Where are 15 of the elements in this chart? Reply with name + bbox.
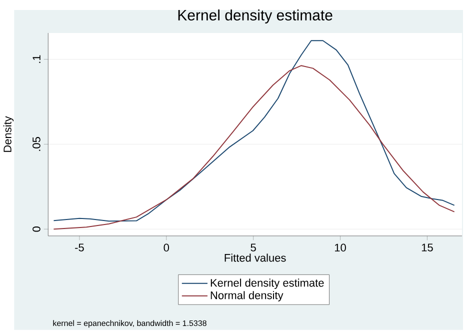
x-tick-label: 10 — [334, 244, 346, 252]
x-tick-label: 5 — [250, 244, 256, 252]
x-tick-label: 15 — [422, 244, 433, 252]
chart-title: Kernel density estimate — [178, 10, 332, 24]
y-tick-label: .05 — [32, 137, 40, 151]
x-axis-title: Fitted values — [224, 254, 286, 262]
x-tick-label: 0 — [164, 244, 170, 252]
y-tick-label: 0 — [32, 226, 40, 232]
y-axis-title: Density — [3, 116, 14, 152]
legend-label: Kernel density estimate — [210, 278, 324, 289]
x-tick-label: -5 — [75, 244, 84, 252]
line-series — [53, 65, 455, 230]
line-series — [53, 40, 455, 222]
y-tick-label: .1 — [32, 55, 40, 63]
legend-label: Normal density — [210, 291, 284, 302]
